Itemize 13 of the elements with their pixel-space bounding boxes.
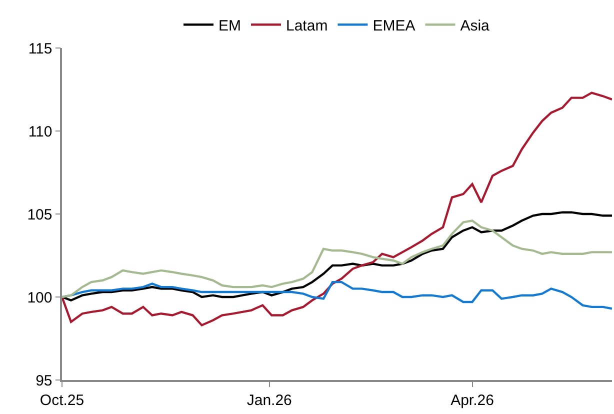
legend-label: Latam [286, 17, 328, 34]
legend-label: EM [218, 17, 241, 34]
x-tick-label: Apr.26 [450, 392, 494, 409]
x-tick-label: Jan.26 [246, 392, 292, 409]
line-series [62, 92, 612, 326]
y-tick-label: 105 [27, 206, 52, 224]
x-tick-label: Oct.25 [40, 392, 84, 409]
legend-label: EMEA [372, 17, 416, 34]
y-tick-label: 100 [27, 289, 52, 306]
y-tick-label: 115 [28, 40, 52, 58]
y-tick-label: 95 [36, 372, 52, 390]
y-tick-label: 110 [28, 123, 52, 140]
legend-label: Asia [460, 17, 490, 34]
